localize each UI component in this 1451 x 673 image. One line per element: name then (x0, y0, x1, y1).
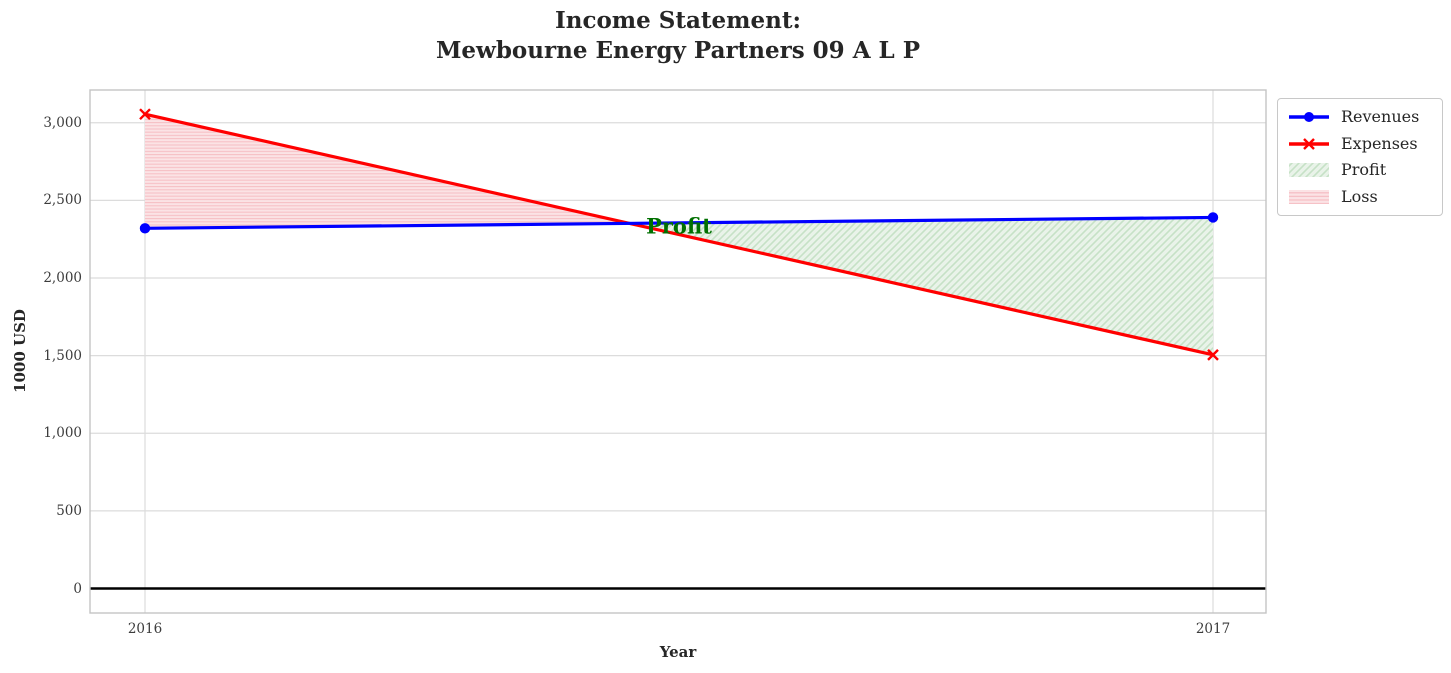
legend-item-profit: Profit (1287, 158, 1433, 183)
plot-border (89, 89, 1267, 614)
legend-swatch-revenues (1289, 112, 1329, 123)
expenses-marker-x (139, 108, 151, 121)
y-tick-label: 500 (56, 502, 82, 519)
legend-label: Revenues (1341, 107, 1420, 127)
revenues-marker-circle (139, 223, 151, 234)
chart-title: Income Statement: Mewbourne Energy Partn… (90, 6, 1266, 66)
expenses-line (144, 112, 1214, 357)
legend: Revenues Expenses Profit Loss (1277, 98, 1443, 216)
x-tick-label: 2016 (127, 621, 163, 637)
expenses-marker-x (1207, 349, 1219, 361)
chart-title-line2: Mewbourne Energy Partners 09 A L P (435, 37, 921, 64)
y-tick-label: 1,000 (43, 425, 82, 442)
legend-swatch-loss (1289, 189, 1329, 204)
legend-item-expenses: Expenses (1287, 131, 1433, 156)
revenues-line (144, 215, 1214, 230)
legend-label: Loss (1341, 186, 1378, 206)
x-axis-label: Year (659, 643, 697, 661)
y-tick-label: 3,000 (43, 114, 82, 131)
y-tick-label: 1,500 (43, 347, 82, 364)
legend-label: Profit (1341, 160, 1387, 180)
chart-title-line1: Income Statement: (554, 7, 801, 34)
y-axis-label: 1000 USD (11, 309, 29, 393)
profit-annotation: Profit (646, 213, 712, 239)
legend-item-loss: Loss (1287, 184, 1433, 209)
legend-label: Expenses (1341, 133, 1418, 153)
x-tick-label: 2017 (1195, 621, 1231, 637)
y-tick-label: 2,500 (43, 192, 82, 209)
y-tick-label: 0 (73, 580, 82, 597)
legend-item-revenues: Revenues (1287, 105, 1433, 130)
revenues-marker-circle (1207, 212, 1219, 223)
legend-swatch-expenses (1289, 137, 1329, 150)
legend-swatch-profit (1289, 163, 1329, 178)
y-tick-label: 2,000 (43, 270, 82, 286)
